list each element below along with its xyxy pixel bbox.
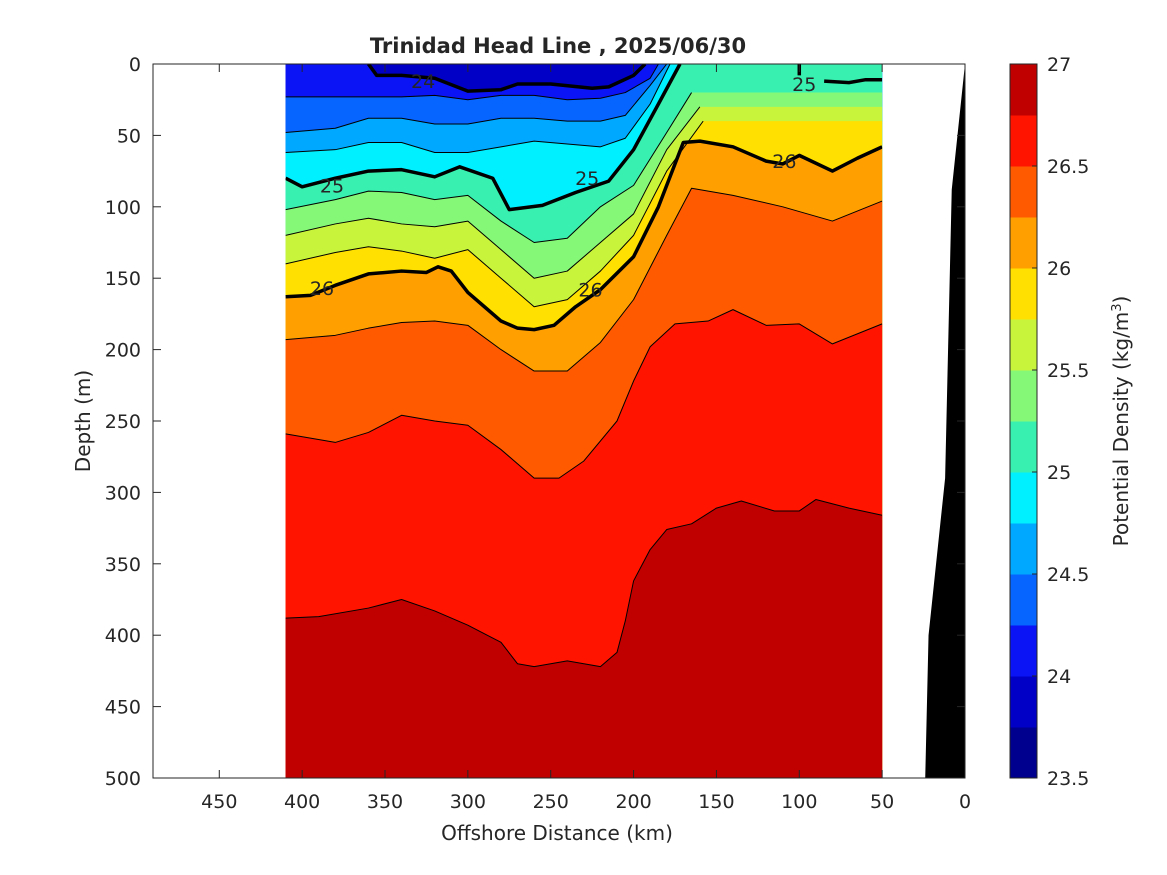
x-tick-label: 400 bbox=[284, 791, 320, 813]
x-tick-label: 300 bbox=[450, 791, 486, 813]
contour-label: 26 bbox=[772, 151, 796, 173]
isopycnal-24 bbox=[367, 64, 647, 93]
colorbar-swatch bbox=[1010, 115, 1037, 167]
colorbar-label-close: ) bbox=[1109, 296, 1133, 304]
y-axis: 0 50 100 150 200 250 300 350 400 450 500 bbox=[105, 54, 965, 790]
contour-fill-layer bbox=[285, 64, 883, 778]
colorbar-tick-label: 24.5 bbox=[1047, 564, 1089, 586]
isopycnal-26.75 bbox=[285, 499, 883, 668]
contour-label: 25 bbox=[792, 74, 816, 96]
isopycnal-25-nearshore-tail bbox=[824, 77, 883, 85]
contour-label: 26 bbox=[310, 278, 334, 300]
colorbar-swatch bbox=[1010, 370, 1037, 422]
y-tick-label: 200 bbox=[105, 340, 141, 362]
x-tick-label: 250 bbox=[533, 791, 569, 813]
colorbar-tick-label: 23.5 bbox=[1047, 768, 1089, 790]
isopycnal-25.5 bbox=[285, 106, 701, 279]
colorbar-frame bbox=[1009, 63, 1038, 779]
colorbar-tick-label: 27 bbox=[1047, 54, 1071, 76]
colorbar-label-text: Potential Density (kg/m bbox=[1109, 312, 1133, 547]
colorbar-label: Potential Density (kg/m3) bbox=[1109, 296, 1133, 547]
colorbar-swatch bbox=[1010, 64, 1037, 116]
colorbar-swatch bbox=[1010, 574, 1037, 626]
colorbar-label-superscript: 3 bbox=[1110, 303, 1125, 311]
isopycnal-24.5 bbox=[285, 64, 668, 134]
colorbar-swatch bbox=[1010, 472, 1037, 524]
colorbar-swatch bbox=[1010, 166, 1037, 218]
colorbar-swatch bbox=[1010, 676, 1037, 728]
colorbar-swatch bbox=[1010, 319, 1037, 371]
colorbar-tick-label: 25 bbox=[1047, 462, 1071, 484]
bathymetry-layer bbox=[882, 64, 965, 778]
x-tick-label: 200 bbox=[615, 791, 651, 813]
colorbar-tick-label: 26 bbox=[1047, 258, 1071, 280]
contour-label: 25 bbox=[320, 175, 344, 197]
isopycnal-24.25 bbox=[285, 64, 659, 101]
colorbar-swatch bbox=[1010, 217, 1037, 269]
colorbar-tick-label: 24 bbox=[1047, 666, 1071, 688]
x-tick-label: 350 bbox=[367, 791, 403, 813]
isopycnal-25.25 bbox=[285, 92, 692, 243]
colorbar-tick-label: 25.5 bbox=[1047, 360, 1089, 382]
isopycnal-24.75 bbox=[285, 64, 671, 154]
contour-label: 25 bbox=[575, 168, 599, 190]
y-tick-label: 0 bbox=[129, 54, 141, 76]
isopycnal-25.75 bbox=[285, 120, 704, 308]
colorbar-ticks: 23.5 24 24.5 25 25.5 26 26.5 27 bbox=[1032, 54, 1089, 790]
y-tick-label: 250 bbox=[105, 411, 141, 433]
y-tick-label: 100 bbox=[105, 197, 141, 219]
colorbar-swatch bbox=[1010, 268, 1037, 320]
colorbar-swatch bbox=[1010, 523, 1037, 575]
colorbar-swatch bbox=[1010, 421, 1037, 473]
y-tick-label: 500 bbox=[105, 768, 141, 790]
isopycnal-26.5 bbox=[285, 309, 883, 479]
contour-lines-layer bbox=[285, 64, 883, 668]
colorbar-swatch bbox=[1010, 727, 1037, 779]
density-band-26.75 bbox=[285, 499, 883, 778]
colorbar bbox=[1009, 63, 1038, 779]
colorbar-tick-label: 26.5 bbox=[1047, 156, 1089, 178]
y-tick-label: 350 bbox=[105, 554, 141, 576]
y-tick-label: 50 bbox=[117, 125, 141, 147]
y-axis-label: Depth (m) bbox=[71, 370, 95, 472]
contour-label: 26 bbox=[578, 280, 602, 302]
isopycnal-26 bbox=[285, 139, 883, 332]
x-tick-label: 100 bbox=[781, 791, 817, 813]
x-axis-label: Offshore Distance (km) bbox=[441, 821, 673, 845]
x-tick-label: 50 bbox=[870, 791, 894, 813]
colorbar-swatch bbox=[1010, 625, 1037, 677]
isopycnal-26.25 bbox=[285, 187, 883, 372]
contour-label: 24 bbox=[411, 71, 435, 93]
chart-title: Trinidad Head Line , 2025/06/30 bbox=[370, 34, 746, 58]
bathymetry bbox=[882, 64, 965, 778]
y-tick-label: 400 bbox=[105, 625, 141, 647]
contour-labels-layer: 24 25 25 26 26 25 26 bbox=[310, 71, 816, 301]
x-tick-label: 450 bbox=[201, 791, 237, 813]
x-axis: 450 400 350 300 250 200 150 100 50 0 bbox=[201, 64, 971, 813]
y-tick-label: 150 bbox=[105, 268, 141, 290]
y-tick-label: 450 bbox=[105, 697, 141, 719]
y-tick-label: 300 bbox=[105, 482, 141, 504]
x-tick-label: 0 bbox=[959, 791, 971, 813]
isopycnal-25 bbox=[285, 64, 682, 212]
x-tick-label: 150 bbox=[698, 791, 734, 813]
